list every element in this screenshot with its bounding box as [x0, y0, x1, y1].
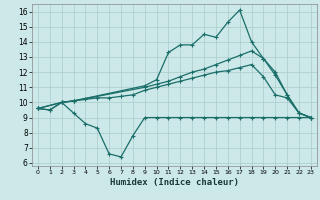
- X-axis label: Humidex (Indice chaleur): Humidex (Indice chaleur): [110, 178, 239, 187]
